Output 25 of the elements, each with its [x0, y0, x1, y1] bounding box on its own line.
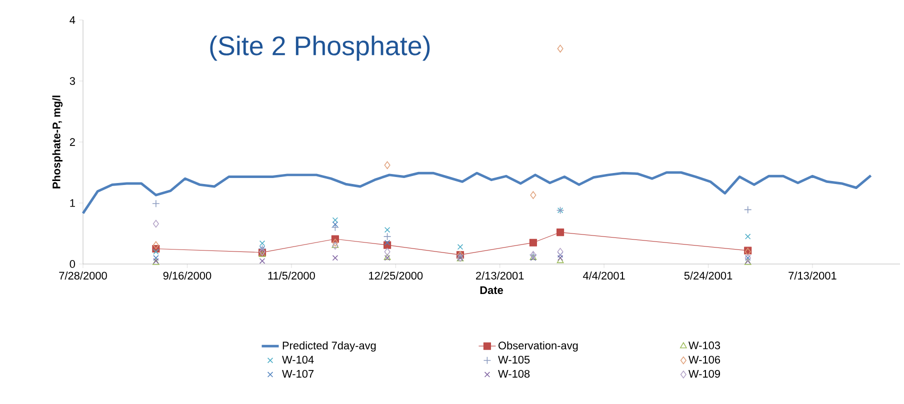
y-axis-title: Phosphate-P, mg/l [52, 96, 63, 188]
x-tick-label: 2/13/2001 [476, 272, 524, 280]
legend-label: W-104 [282, 356, 314, 364]
legend-label: W-109 [688, 370, 720, 378]
legend-label: W-105 [498, 356, 530, 364]
x-axis-title: Date [480, 286, 504, 294]
x-tick-label: 5/24/2001 [684, 272, 732, 280]
y-tick-label: 1 [70, 199, 75, 207]
x-tick-label: 11/5/2000 [268, 272, 315, 280]
text: (Site 2 Phosphate) [210, 36, 430, 61]
x-tick-label: 4/4/2001 [582, 272, 625, 280]
y-tick-label: 3 [70, 77, 75, 85]
y-tick-label: 0 [70, 260, 76, 268]
legend-label: W-106 [688, 356, 720, 364]
legend-label: Observation-avg [498, 341, 578, 352]
legend-label: Predicted 7day-avg [282, 341, 376, 352]
legend-label: W-107 [282, 370, 314, 378]
legend-label: W-103 [688, 342, 720, 350]
x-tick-label: 7/28/2000 [59, 272, 107, 280]
x-tick-label: 9/16/2000 [163, 272, 212, 280]
x-tick-label: 7/13/2001 [788, 272, 836, 280]
y-tick-label: 4 [70, 16, 76, 24]
legend-label: W-108 [498, 370, 530, 378]
x-tick-label: 12/25/2000 [369, 272, 423, 280]
y-tick-label: 2 [70, 138, 75, 146]
